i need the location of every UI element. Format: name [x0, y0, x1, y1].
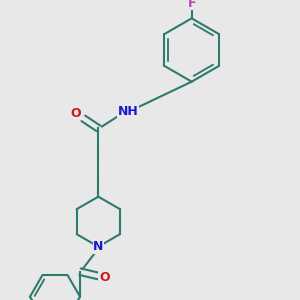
Text: F: F — [188, 0, 196, 10]
Text: NH: NH — [118, 105, 139, 118]
Text: O: O — [99, 271, 110, 284]
Text: O: O — [71, 107, 81, 120]
Text: N: N — [93, 240, 104, 253]
